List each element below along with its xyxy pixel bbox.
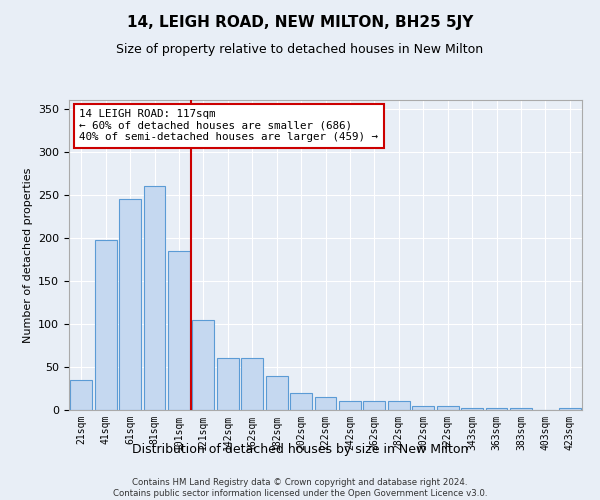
Bar xyxy=(388,402,410,410)
Bar xyxy=(217,358,239,410)
Bar xyxy=(412,406,434,410)
Bar xyxy=(119,199,141,410)
Bar xyxy=(168,250,190,410)
Text: 14, LEIGH ROAD, NEW MILTON, BH25 5JY: 14, LEIGH ROAD, NEW MILTON, BH25 5JY xyxy=(127,15,473,30)
Bar xyxy=(364,402,385,410)
Text: 14 LEIGH ROAD: 117sqm
← 60% of detached houses are smaller (686)
40% of semi-det: 14 LEIGH ROAD: 117sqm ← 60% of detached … xyxy=(79,110,378,142)
Bar xyxy=(559,408,581,410)
Bar xyxy=(193,320,214,410)
Bar xyxy=(339,402,361,410)
Bar xyxy=(461,408,483,410)
Bar xyxy=(241,358,263,410)
Text: Contains HM Land Registry data © Crown copyright and database right 2024.
Contai: Contains HM Land Registry data © Crown c… xyxy=(113,478,487,498)
Bar xyxy=(437,406,458,410)
Bar xyxy=(510,408,532,410)
Bar xyxy=(290,393,312,410)
Bar xyxy=(143,186,166,410)
Text: Distribution of detached houses by size in New Milton: Distribution of detached houses by size … xyxy=(132,442,468,456)
Bar xyxy=(70,380,92,410)
Text: Size of property relative to detached houses in New Milton: Size of property relative to detached ho… xyxy=(116,42,484,56)
Bar xyxy=(266,376,287,410)
Bar xyxy=(95,240,116,410)
Bar xyxy=(314,397,337,410)
Bar xyxy=(485,408,508,410)
Y-axis label: Number of detached properties: Number of detached properties xyxy=(23,168,32,342)
